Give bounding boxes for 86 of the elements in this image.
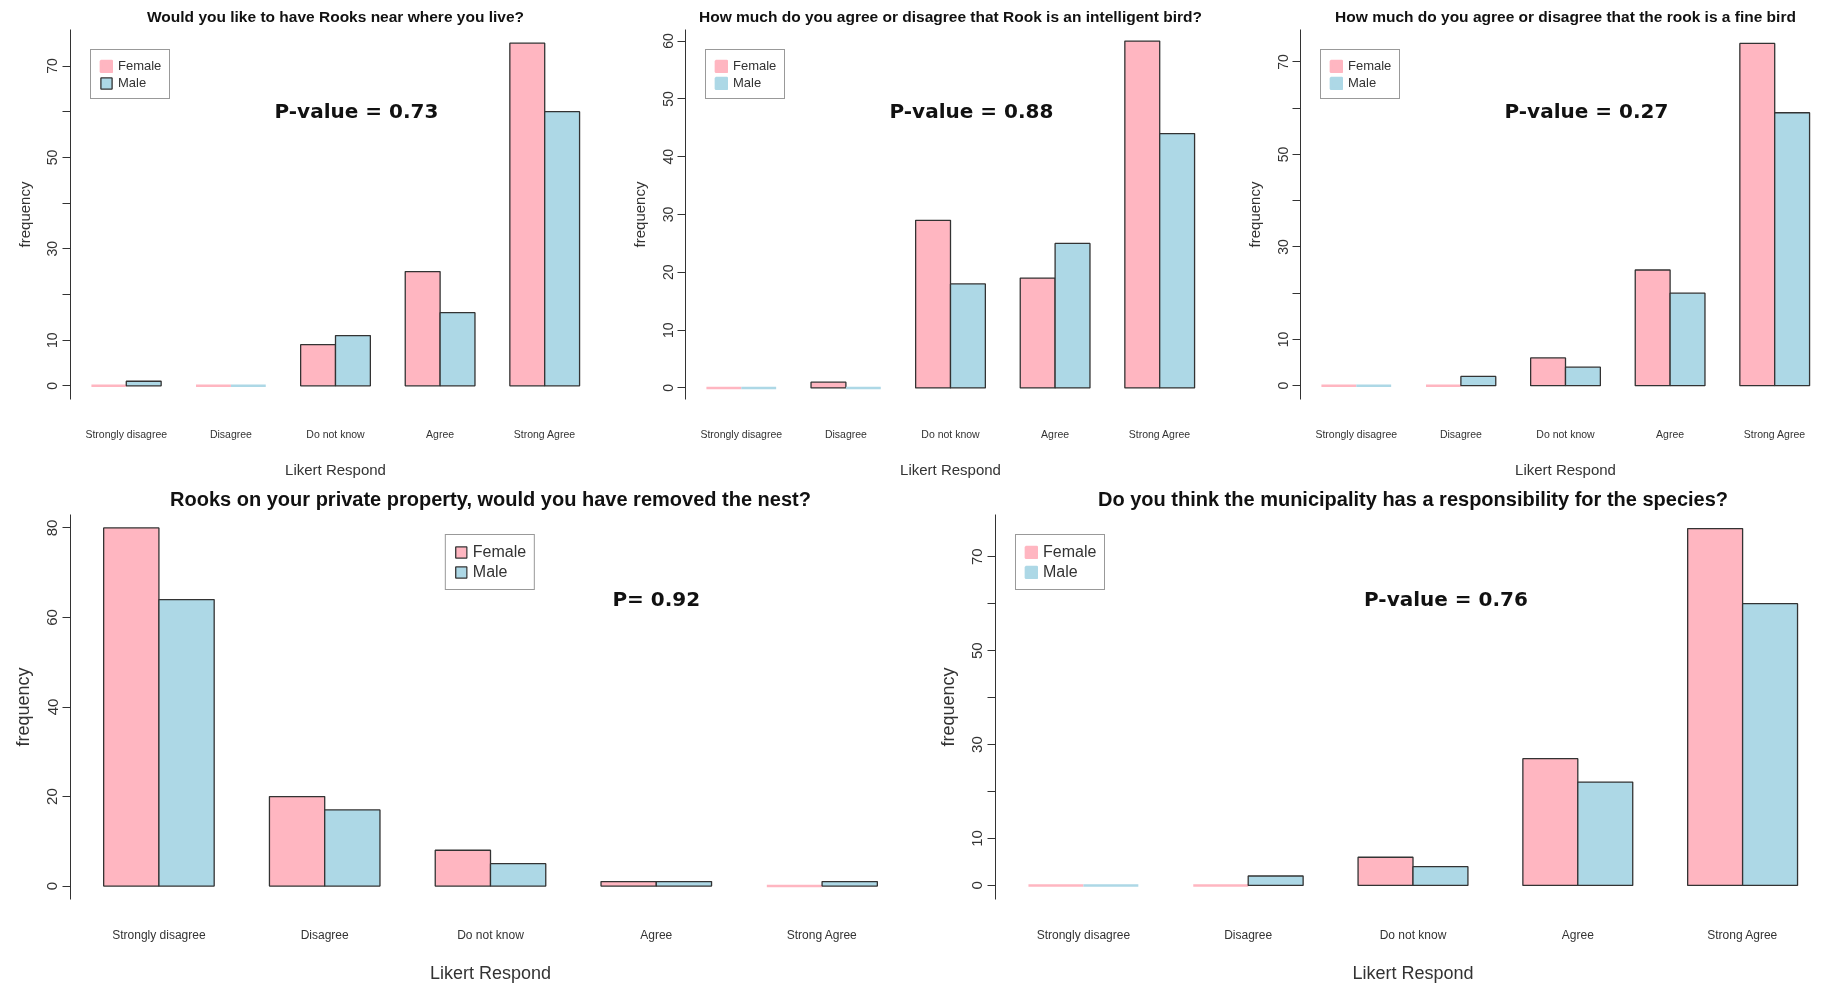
bar: [1460, 375, 1497, 387]
x-tick-label: Do not know: [306, 427, 366, 440]
y-axis-title: frequency: [12, 667, 33, 747]
x-tick-label: Strongly disagree: [85, 427, 168, 440]
y-tick-label: 30: [968, 736, 986, 753]
y-tick-label: 30: [1274, 238, 1291, 255]
x-tick-label: Do not know: [457, 927, 525, 942]
x-tick-label: Agree: [640, 927, 673, 942]
legend-label: Male: [733, 75, 762, 90]
y-tick-label: 0: [44, 381, 61, 390]
x-tick-label: Do not know: [1536, 427, 1596, 440]
x-tick-label: Disagree: [209, 427, 253, 440]
chart-title: Rooks on your private property, would you have removed the nest?: [170, 487, 811, 510]
y-tick-label: 60: [43, 609, 61, 626]
chart-title: How much do you agree or disagree that Rook is an intelligent bird?: [699, 7, 1202, 25]
y-tick-label: 0: [1274, 381, 1291, 390]
x-tick-label: Disagree: [1224, 927, 1273, 942]
legend-label: Male: [1043, 563, 1078, 581]
x-tick-label: Strong Agree: [513, 427, 576, 440]
x-tick-label: Strongly disagree: [112, 927, 206, 942]
annotation: P-value = 0.76: [1364, 587, 1528, 612]
y-tick-label: 10: [1274, 331, 1291, 348]
y-axis-title: frequency: [15, 181, 33, 248]
legend-label: Female: [118, 58, 162, 73]
legend-label: Male: [118, 75, 147, 90]
y-tick-label: 50: [968, 642, 986, 659]
annotation: P-value = 0.88: [889, 98, 1054, 123]
y-tick-label: 20: [659, 264, 676, 281]
y-tick-label: 20: [43, 788, 61, 805]
y-tick-label: 40: [43, 698, 61, 716]
y-axis-title: frequency: [937, 667, 958, 747]
bar: [1247, 875, 1304, 887]
y-tick-label: 50: [659, 90, 676, 107]
x-tick-label: Agree: [426, 427, 455, 440]
legend-label: Male: [472, 563, 508, 581]
x-tick-label: Agree: [1656, 427, 1685, 440]
y-tick-label: 10: [659, 322, 676, 338]
x-axis-title: Likert Respond: [429, 962, 552, 983]
y-tick-label: 70: [1274, 53, 1291, 70]
x-tick-label: Strong Agree: [1743, 427, 1806, 440]
x-tick-label: Strong Agree: [786, 927, 858, 942]
y-tick-label: 80: [43, 519, 61, 537]
x-axis-title: Likert Respond: [1352, 962, 1474, 983]
legend-label: Female: [1348, 58, 1392, 73]
y-tick-label: 30: [44, 240, 61, 257]
y-tick-label: 70: [44, 58, 61, 74]
bar: [810, 381, 847, 389]
x-tick-label: Do not know: [921, 427, 981, 440]
bar: [821, 880, 878, 887]
x-tick-label: Disagree: [300, 927, 350, 942]
x-tick-label: Strong Agree: [1707, 927, 1778, 942]
x-axis-title: Likert Respond: [1515, 460, 1616, 478]
x-tick-label: Strong Agree: [1128, 427, 1191, 440]
annotation: P= 0.92: [612, 587, 701, 612]
x-axis-title: Likert Respond: [900, 460, 1001, 478]
x-tick-label: Strongly disagree: [700, 427, 783, 440]
annotation: P-value = 0.73: [274, 98, 439, 123]
y-tick-label: 0: [659, 383, 676, 392]
y-axis-title: frequency: [630, 181, 648, 248]
annotation: P-value = 0.27: [1504, 98, 1669, 123]
y-tick-label: 50: [1274, 146, 1291, 163]
legend-label: Female: [1043, 543, 1097, 561]
x-tick-label: Disagree: [824, 427, 868, 440]
y-tick-label: 70: [968, 548, 986, 566]
x-axis-title: Likert Respond: [285, 460, 386, 478]
legend-label: Male: [1348, 75, 1377, 90]
y-tick-label: 30: [659, 206, 676, 223]
chart-title: Would you like to have Rooks near where you live?: [147, 7, 524, 25]
y-tick-label: 10: [968, 830, 986, 847]
x-tick-label: Strongly disagree: [1315, 427, 1398, 440]
x-tick-label: Do not know: [1379, 927, 1447, 942]
x-tick-label: Strongly disagree: [1036, 927, 1131, 942]
y-tick-label: 40: [659, 148, 676, 165]
y-tick-label: 0: [968, 881, 986, 890]
legend-label: Female: [472, 543, 527, 561]
y-tick-label: 10: [44, 332, 61, 348]
y-tick-label: 50: [44, 149, 61, 166]
chart-title: How much do you agree or disagree that the rook is a fine bird: [1335, 7, 1796, 25]
x-tick-label: Agree: [1041, 427, 1070, 440]
x-tick-label: Disagree: [1439, 427, 1483, 440]
y-tick-label: 0: [43, 881, 61, 891]
chart-title: Do you think the municipality has a responsibility for the species?: [1097, 487, 1729, 510]
y-tick-label: 60: [659, 33, 676, 49]
legend-label: Female: [733, 58, 777, 73]
y-axis-title: frequency: [1245, 181, 1263, 248]
x-tick-label: Agree: [1561, 927, 1595, 942]
